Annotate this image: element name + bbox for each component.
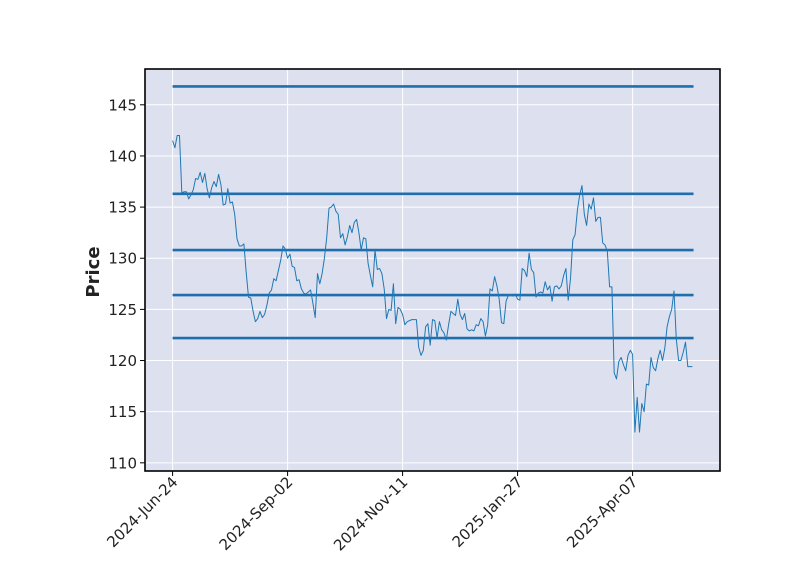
x-tick-label: 2024-Sep-02 [216, 473, 297, 554]
horizontal-levels [172, 85, 694, 340]
plot-frame [144, 68, 721, 472]
y-tick-label: 145 [108, 96, 137, 114]
grid-lines [145, 69, 720, 471]
y-tick-label: 140 [108, 147, 137, 165]
plot-area [145, 69, 720, 471]
x-tick-label: 2025-Jan-27 [449, 473, 527, 551]
price-line [172, 134, 693, 433]
y-axis-ticks: 110 115 120 125 130 135 140 145 [108, 96, 145, 472]
x-tick-label: 2024-Nov-11 [330, 473, 411, 554]
x-axis-ticks: 2024-Jun-24 2024-Sep-02 2024-Nov-11 2025-Ja… [103, 471, 641, 554]
y-axis-title: Price [83, 246, 104, 297]
price-series [172, 134, 693, 433]
y-tick-label: 125 [108, 301, 137, 319]
x-tick-label: 2024-Jun-24 [103, 473, 181, 551]
y-tick-label: 135 [108, 199, 137, 217]
y-tick-label: 120 [108, 352, 137, 370]
x-tick-label: 2025-Apr-07 [563, 473, 641, 551]
y-tick-label: 115 [108, 403, 137, 421]
y-tick-label: 110 [108, 454, 137, 472]
y-tick-label: 130 [108, 250, 137, 268]
